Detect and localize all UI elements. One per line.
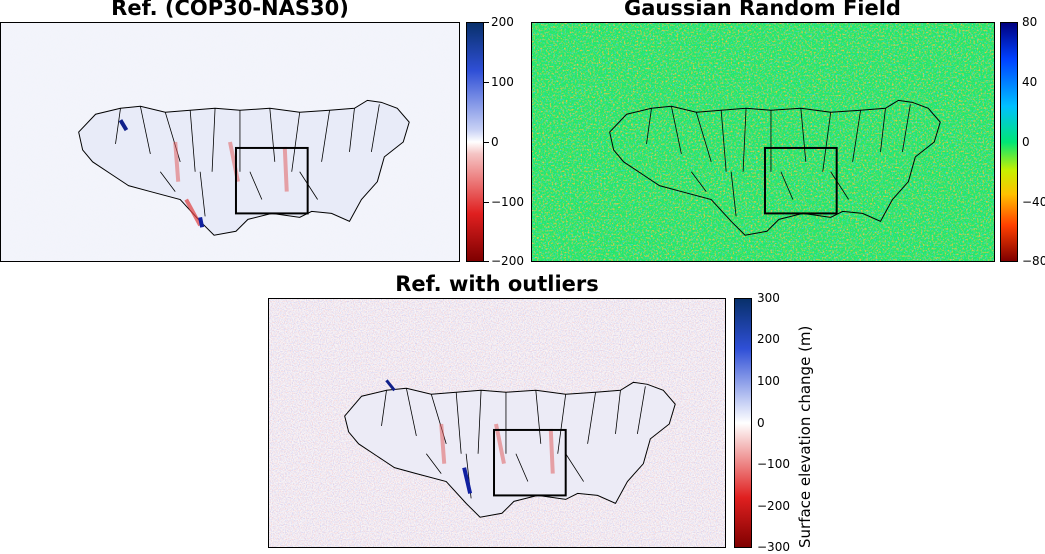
zoom-box <box>763 146 838 215</box>
zoom-box <box>493 428 567 497</box>
panel-3-title: Ref. with outliers <box>395 272 599 296</box>
panel-2-tick: 0 <box>1022 135 1030 149</box>
panel-3-tick: −200 <box>757 499 790 513</box>
glacier-outline <box>78 99 410 236</box>
panel-1-map-image <box>1 23 459 261</box>
panel-3-tick: 300 <box>757 291 780 305</box>
panel-2-tick: −80 <box>1022 254 1045 268</box>
panel-1-tick: −200 <box>491 254 524 268</box>
panel-3-map-image <box>269 299 725 547</box>
panel-1-tick: 100 <box>491 75 514 89</box>
panel-1-tick: 200 <box>491 15 514 29</box>
panel-3-tick: −300 <box>757 540 790 554</box>
panel-2-title: Gaussian Random Field <box>624 0 901 20</box>
panel-1-title: Ref. (COP30-NAS30) <box>111 0 349 20</box>
panel-3-tick: −100 <box>757 457 790 471</box>
panel-2-map <box>531 22 995 262</box>
panel-3-colorbar <box>734 298 752 548</box>
panel-2-tick: 80 <box>1022 15 1038 29</box>
panel-1-tick: −100 <box>491 195 524 209</box>
panel-1-colorbar <box>466 22 484 262</box>
panel-3-tick: 0 <box>757 416 765 430</box>
panel-1-tick: 0 <box>491 135 499 149</box>
panel-1-map <box>0 22 460 262</box>
panel-2-tick: −40 <box>1022 195 1045 209</box>
colorbar-label: Surface elevation change (m) <box>796 325 814 548</box>
panel-3-map <box>268 298 726 548</box>
panel-2-tick: 40 <box>1022 75 1038 89</box>
panel-3-tick: 100 <box>757 374 780 388</box>
zoom-box <box>234 146 309 215</box>
panel-2-colorbar <box>1000 22 1018 262</box>
panel-3-tick: 200 <box>757 332 780 346</box>
panel-2-map-image <box>532 23 994 261</box>
